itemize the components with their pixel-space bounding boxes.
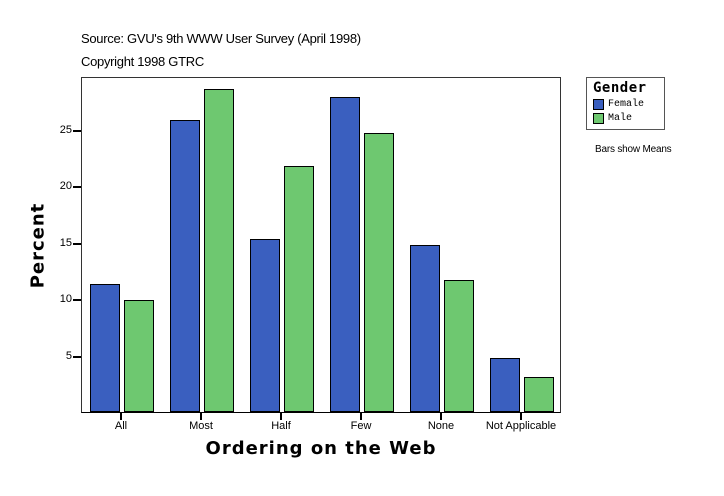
bar-male-most (204, 89, 234, 412)
y-tick-label: 10 (59, 293, 72, 305)
x-tick (360, 413, 362, 420)
x-tick (440, 413, 442, 420)
x-tick-label: Most (189, 420, 213, 432)
bar-female-all (90, 284, 120, 412)
y-tick (73, 356, 81, 358)
female-swatch-icon (593, 99, 604, 110)
y-tick (73, 130, 81, 132)
y-tick-label: 25 (59, 124, 72, 136)
x-tick (200, 413, 202, 420)
y-tick-label: 20 (59, 180, 72, 192)
bar-female-most (170, 120, 200, 412)
bar-female-half (250, 239, 280, 412)
y-tick (73, 186, 81, 188)
x-tick-label: Few (350, 420, 372, 432)
x-tick (520, 413, 522, 420)
bar-female-few (330, 97, 360, 412)
bar-female-none (410, 245, 440, 412)
copyright-text: Copyright 1998 GTRC (81, 54, 204, 69)
x-tick-label: None (427, 420, 455, 432)
source-text: Source: GVU's 9th WWW User Survey (April… (81, 31, 361, 46)
y-axis-title: Percent (27, 202, 49, 289)
bar-male-half (284, 166, 314, 412)
legend-title: Gender (593, 80, 647, 96)
x-tick (280, 413, 282, 420)
male-swatch-icon (593, 113, 604, 124)
bar-male-none (444, 280, 474, 412)
y-tick-label: 15 (59, 237, 72, 249)
y-tick (73, 243, 81, 245)
legend: Gender Female Male (586, 77, 665, 130)
bar-male-not-applicable (524, 377, 554, 412)
y-tick (73, 299, 81, 301)
x-axis-title: Ordering on the Web (205, 438, 437, 459)
bar-male-few (364, 133, 394, 412)
legend-item-male: Male (593, 112, 632, 125)
x-tick-label: Not Applicable (485, 420, 557, 432)
x-tick-label: All (114, 420, 128, 432)
legend-label: Male (608, 113, 633, 124)
bars-note: Bars show Means (595, 144, 672, 155)
legend-label: Female (608, 99, 645, 110)
legend-item-female: Female (593, 98, 644, 111)
y-tick-label: 5 (65, 350, 72, 362)
bar-male-all (124, 300, 154, 412)
plot-area (81, 77, 561, 413)
x-tick (120, 413, 122, 420)
x-tick-label: Half (271, 420, 291, 432)
bar-female-not-applicable (490, 358, 520, 412)
